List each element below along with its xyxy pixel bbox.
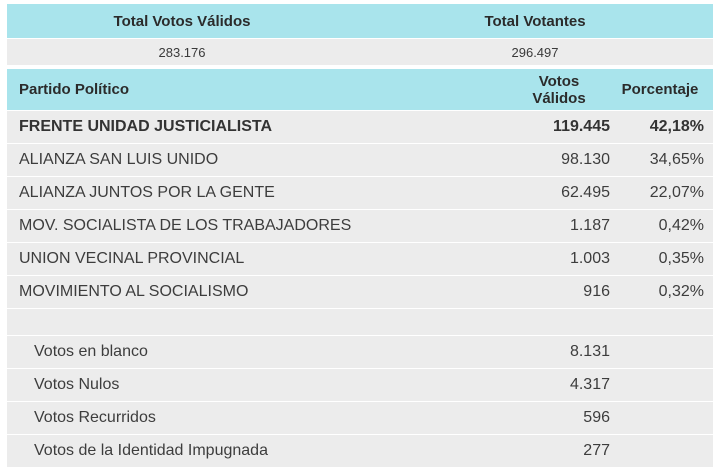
other-votes-row: Votos en blanco 8.131 [7, 335, 713, 368]
party-column-header: Partido Político [19, 81, 130, 98]
table-row: FRENTE UNIDAD JUSTICIALISTA 119.445 42,1… [7, 110, 713, 143]
table-row: UNION VECINAL PROVINCIAL 1.003 0,35% [7, 242, 713, 275]
party-percent: 0,32% [658, 283, 704, 300]
party-name: UNION VECINAL PROVINCIAL [19, 250, 245, 267]
other-votes-row: Votos Recurridos 596 [7, 401, 713, 434]
table-row: ALIANZA SAN LUIS UNIDO 98.130 34,65% [7, 143, 713, 176]
party-name: FRENTE UNIDAD JUSTICIALISTA [19, 118, 273, 135]
other-votes-row: Votos de la Identidad Impugnada 277 [7, 434, 713, 467]
party-votes: 98.130 [561, 151, 610, 168]
table-row: MOV. SOCIALISTA DE LOS TRABAJADORES 1.18… [7, 209, 713, 242]
party-percent: 34,65% [649, 151, 704, 168]
total-valid-votes-label: Total Votos Válidos [113, 12, 251, 30]
other-votes-value: 277 [583, 442, 610, 459]
other-votes-row: Votos Nulos 4.317 [7, 368, 713, 401]
summary-values: 283.176 296.497 [7, 39, 713, 65]
other-votes-label: Votos Recurridos [34, 409, 156, 426]
party-votes: 1.003 [569, 250, 610, 267]
party-percent: 22,07% [649, 184, 704, 201]
other-votes-value: 8.131 [569, 343, 610, 360]
party-name: MOVIMIENTO AL SOCIALISMO [19, 283, 249, 300]
other-votes-value: 596 [583, 409, 610, 426]
other-votes-label: Votos en blanco [34, 343, 148, 360]
party-votes: 1.187 [569, 217, 610, 234]
table-header: Partido Político Votos Válidos Porcentaj… [7, 69, 713, 110]
total-voters-value: 296.497 [511, 44, 559, 60]
party-votes: 62.495 [561, 184, 610, 201]
other-votes-label: Votos de la Identidad Impugnada [34, 442, 268, 459]
spacer-row [7, 308, 713, 335]
votes-column-header: Votos Válidos [532, 72, 586, 107]
other-votes-label: Votos Nulos [34, 376, 120, 393]
table-row: ALIANZA JUNTOS POR LA GENTE 62.495 22,07… [7, 176, 713, 209]
table-row: MOVIMIENTO AL SOCIALISMO 916 0,32% [7, 275, 713, 308]
party-percent: 0,42% [658, 217, 704, 234]
party-name: MOV. SOCIALISTA DE LOS TRABAJADORES [19, 217, 352, 234]
party-votes: 119.445 [553, 118, 610, 135]
total-valid-votes-value: 283.176 [158, 44, 206, 60]
total-voters-label: Total Votantes [484, 12, 586, 30]
other-votes-value: 4.317 [569, 376, 610, 393]
party-votes: 916 [583, 283, 610, 300]
summary-header: Total Votos Válidos Total Votantes [7, 4, 713, 38]
percent-column-header: Porcentaje [621, 81, 699, 98]
party-percent: 42,18% [649, 118, 704, 135]
party-percent: 0,35% [658, 250, 704, 267]
party-name: ALIANZA JUNTOS POR LA GENTE [19, 184, 275, 201]
results-table: Partido Político Votos Válidos Porcentaj… [7, 69, 713, 467]
party-name: ALIANZA SAN LUIS UNIDO [19, 151, 219, 168]
